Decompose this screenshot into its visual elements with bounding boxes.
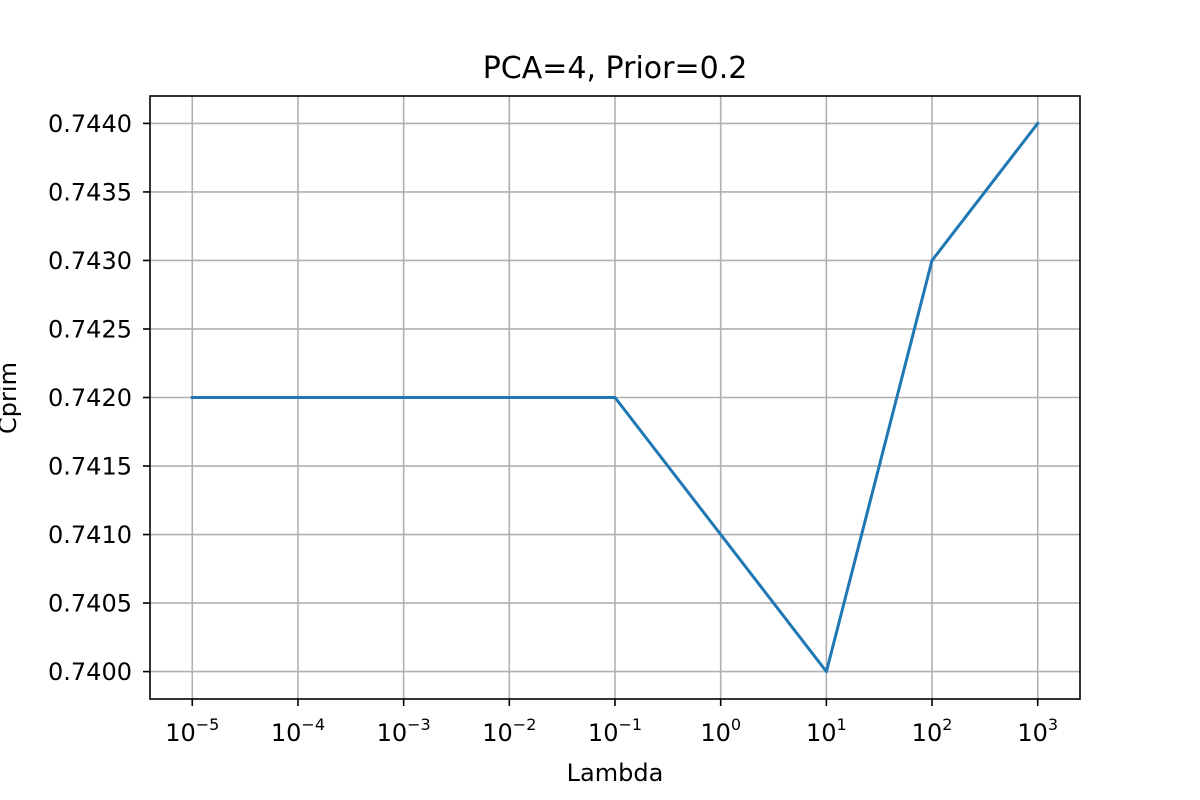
- x-tick-base: 10: [271, 719, 302, 747]
- y-tick-label: 0.7435: [48, 178, 132, 206]
- x-tick-base: 10: [700, 719, 731, 747]
- x-tick-exponent: −3: [407, 715, 431, 734]
- x-tick-label: 10−3: [377, 715, 431, 747]
- y-tick-label: 0.7405: [48, 590, 132, 618]
- x-tick-label: 100: [700, 715, 741, 747]
- x-tick-label: 10−2: [482, 715, 536, 747]
- x-tick-exponent: 3: [1048, 715, 1058, 734]
- x-tick-exponent: 1: [837, 715, 847, 734]
- x-tick-label: 102: [912, 715, 953, 747]
- x-tick-base: 10: [1017, 719, 1048, 747]
- x-tick-base: 10: [912, 719, 943, 747]
- x-tick-base: 10: [377, 719, 408, 747]
- x-tick-base: 10: [806, 719, 837, 747]
- x-tick-base: 10: [588, 719, 619, 747]
- y-axis-ticks: 0.7400 0.7405 0.7410 0.7415 0.7420 0.7425 0.74…: [48, 110, 150, 686]
- x-tick-exponent: −5: [196, 715, 220, 734]
- series-line: [190, 121, 1040, 674]
- x-tick-label: 10−4: [271, 715, 325, 747]
- x-tick-base: 10: [165, 719, 196, 747]
- x-tick-exponent: −1: [618, 715, 642, 734]
- x-tick-exponent: 0: [731, 715, 741, 734]
- x-tick-label: 103: [1017, 715, 1058, 747]
- x-tick-exponent: −4: [301, 715, 325, 734]
- series-layer: [190, 121, 1040, 674]
- x-tick-label: 101: [806, 715, 847, 747]
- y-tick-label: 0.7440: [48, 110, 132, 138]
- x-tick-exponent: 2: [942, 715, 952, 734]
- x-tick-label: 10−5: [165, 715, 219, 747]
- y-axis-label: Cprim: [0, 362, 22, 434]
- y-tick-label: 0.7415: [48, 453, 132, 481]
- x-axis-ticks: 10−5 10−4 10−3 10−2 10−1 100 101 102 103: [165, 699, 1058, 747]
- chart-title: PCA=4, Prior=0.2: [483, 51, 748, 86]
- x-tick-exponent: −2: [513, 715, 537, 734]
- y-tick-label: 0.7425: [48, 315, 132, 343]
- x-tick-label: 10−1: [588, 715, 642, 747]
- y-tick-label: 0.7410: [48, 521, 132, 549]
- y-tick-label: 0.7400: [48, 658, 132, 686]
- y-tick-label: 0.7420: [48, 384, 132, 412]
- x-tick-base: 10: [482, 719, 513, 747]
- x-axis-label: Lambda: [567, 759, 664, 787]
- y-tick-label: 0.7430: [48, 247, 132, 275]
